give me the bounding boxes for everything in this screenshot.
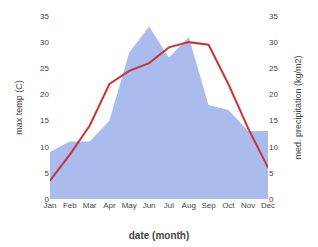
svg-text:35: 35	[40, 12, 49, 21]
svg-text:May: May	[122, 201, 137, 210]
svg-text:0: 0	[45, 195, 50, 204]
svg-text:Jun: Jun	[143, 201, 156, 210]
svg-text:Jan: Jan	[44, 201, 57, 210]
svg-text:20: 20	[40, 90, 49, 99]
svg-text:Sep: Sep	[201, 201, 216, 210]
svg-text:Oct: Oct	[222, 201, 235, 210]
svg-text:Dec: Dec	[261, 201, 275, 210]
svg-text:20: 20	[269, 90, 278, 99]
svg-text:Apr: Apr	[103, 201, 116, 210]
svg-text:med. precipitation (kg/m2): med. precipitation (kg/m2)	[293, 55, 303, 159]
svg-text:date (month): date (month)	[129, 230, 190, 241]
svg-text:Jul: Jul	[164, 201, 174, 210]
svg-text:10: 10	[269, 143, 278, 152]
svg-text:5: 5	[269, 169, 274, 178]
svg-text:Aug: Aug	[182, 201, 196, 210]
svg-text:5: 5	[45, 169, 50, 178]
svg-text:30: 30	[40, 38, 49, 47]
svg-text:max temp (C): max temp (C)	[14, 80, 24, 135]
svg-text:15: 15	[40, 116, 49, 125]
svg-text:35: 35	[269, 12, 278, 21]
svg-text:15: 15	[269, 116, 278, 125]
svg-text:30: 30	[269, 38, 278, 47]
svg-text:10: 10	[40, 143, 49, 152]
svg-text:0: 0	[269, 195, 274, 204]
svg-text:Nov: Nov	[241, 201, 255, 210]
svg-text:25: 25	[269, 64, 278, 73]
svg-text:25: 25	[40, 64, 49, 73]
svg-text:Mar: Mar	[83, 201, 97, 210]
svg-text:Feb: Feb	[63, 201, 77, 210]
